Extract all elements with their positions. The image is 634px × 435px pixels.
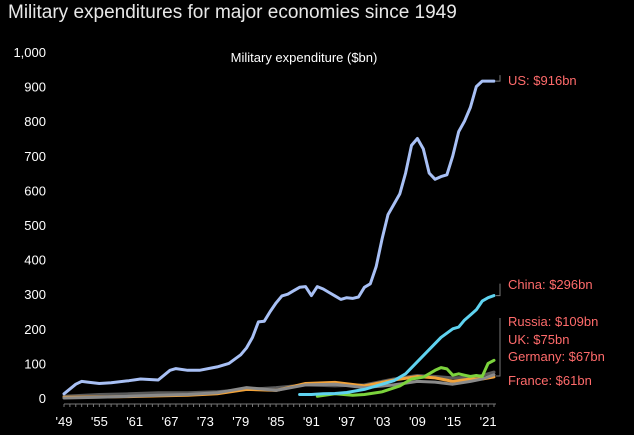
annotation-france: France: $61bn bbox=[508, 373, 592, 388]
series-line-uk bbox=[62, 370, 496, 398]
x-tick-label: '61 bbox=[126, 414, 143, 429]
y-tick-label: 0 bbox=[39, 391, 46, 406]
x-tick-label: '09 bbox=[409, 414, 426, 429]
callout-bracket bbox=[496, 318, 501, 377]
x-tick-label: '03 bbox=[374, 414, 391, 429]
y-tick-label: 400 bbox=[24, 253, 46, 268]
y-tick-label: 200 bbox=[24, 322, 46, 337]
chart-subtitle: Military expenditure ($bn) bbox=[231, 50, 378, 65]
x-tick-label: '55 bbox=[91, 414, 108, 429]
y-tick-label: 800 bbox=[24, 114, 46, 129]
y-tick-label: 700 bbox=[24, 149, 46, 164]
y-tick-label: 1,000 bbox=[13, 45, 46, 60]
series-line-germany bbox=[62, 373, 496, 400]
x-tick-label: '97 bbox=[338, 414, 355, 429]
chart-title: Military expenditures for major economie… bbox=[8, 2, 457, 23]
x-tick-label: '79 bbox=[232, 414, 249, 429]
series-line-china bbox=[298, 294, 496, 396]
x-tick-label: '73 bbox=[197, 414, 214, 429]
x-tick-label: '21 bbox=[480, 414, 497, 429]
x-tick-label: '85 bbox=[268, 414, 285, 429]
annotation-germany: Germany: $67bn bbox=[508, 349, 605, 364]
annotation-uk: UK: $75bn bbox=[508, 332, 569, 347]
annotation-china: China: $296bn bbox=[508, 277, 593, 292]
y-tick-label: 300 bbox=[24, 287, 46, 302]
x-tick-label: '91 bbox=[303, 414, 320, 429]
callout-line-china bbox=[496, 283, 501, 297]
annotation-us: US: $916bn bbox=[508, 73, 577, 88]
callout-line-us bbox=[496, 75, 501, 82]
y-tick-label: 100 bbox=[24, 356, 46, 371]
y-tick-label: 500 bbox=[24, 218, 46, 233]
x-tick-label: '15 bbox=[444, 414, 461, 429]
x-tick-label: '67 bbox=[162, 414, 179, 429]
series-line-russia bbox=[315, 358, 496, 398]
annotation-russia: Russia: $109bn bbox=[508, 314, 598, 329]
y-tick-label: 600 bbox=[24, 183, 46, 198]
x-tick-label: '49 bbox=[56, 414, 73, 429]
series-line-us bbox=[62, 79, 496, 396]
y-tick-label: 900 bbox=[24, 80, 46, 95]
